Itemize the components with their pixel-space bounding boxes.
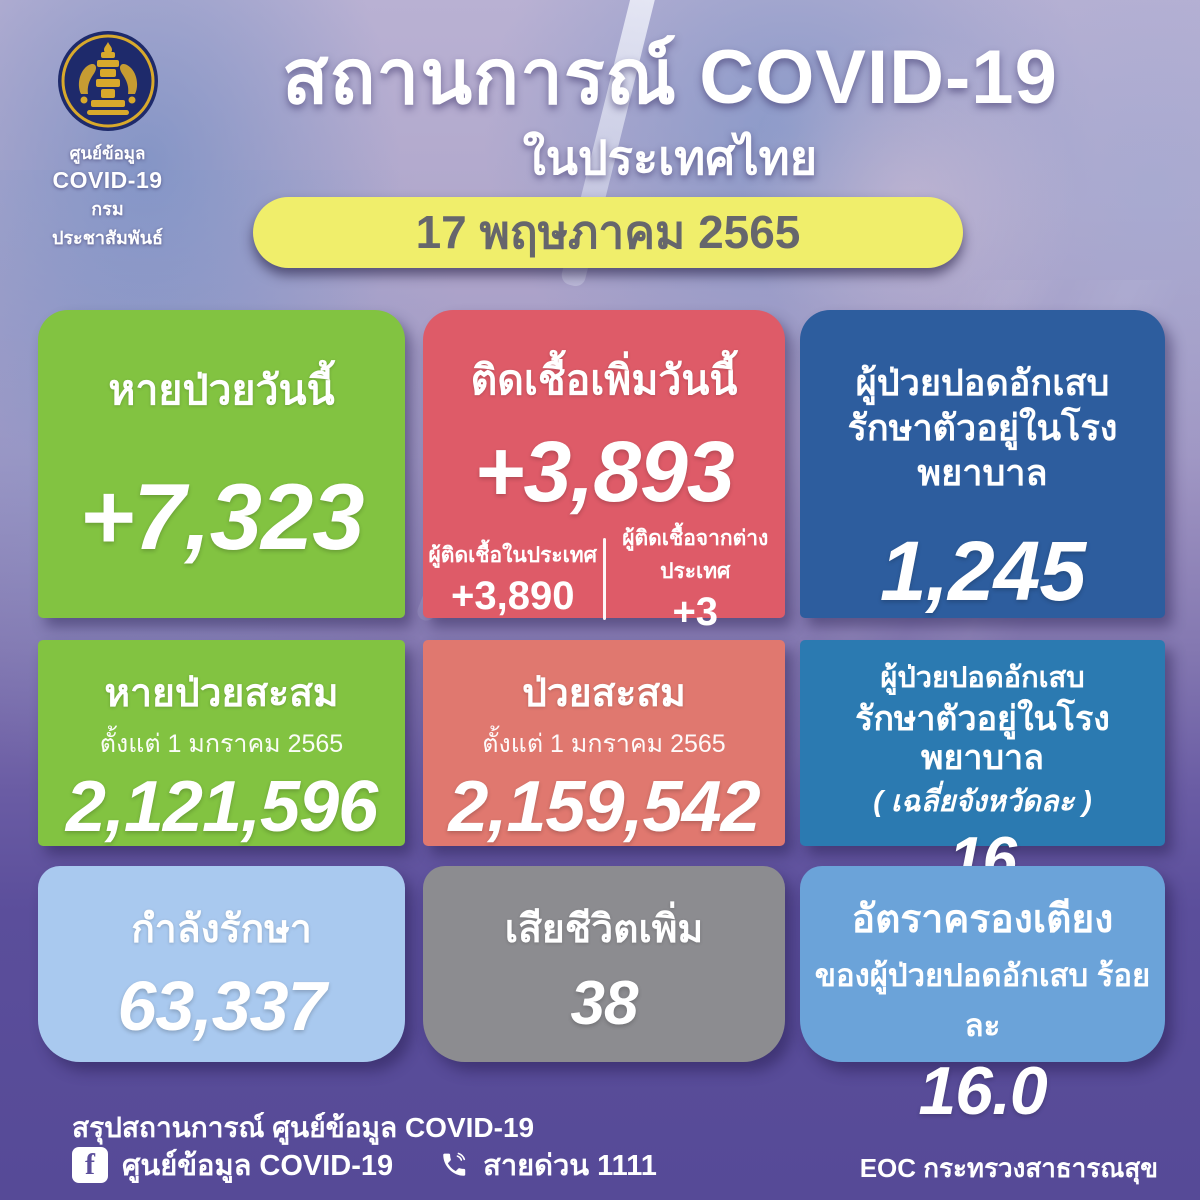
- domestic-cases-value: +3,890: [451, 573, 575, 618]
- domestic-cases-label: ผู้ติดเชื้อในประเทศ: [428, 543, 597, 567]
- card-pneumonia-avg-province: ผู้ป่วยปอดอักเสบ รักษาตัวอยู่ในโรงพยาบาล…: [800, 640, 1165, 894]
- card-sublabel: ตั้งแต่ 1 มกราคม 2565: [482, 730, 726, 758]
- vertical-divider: [602, 537, 606, 620]
- page-title: สถานการณ์ COVID-19: [282, 35, 1058, 120]
- card-recovered-today: หายป่วยวันนี้ +7,323: [38, 310, 405, 618]
- phone-icon: [443, 1152, 466, 1176]
- card-new-cases-today: ติดเชื้อเพิ่มวันนี้ +3,893 ผู้ติดเชื้อใน…: [423, 310, 785, 634]
- hotline-label: สายด่วน 1111: [483, 1150, 657, 1182]
- footer-eoc-credit: EOC กระทรวงสาธารณสุข: [859, 1153, 1158, 1183]
- card-label-line1: ผู้ป่วยปอดอักเสบ: [855, 362, 1110, 403]
- prd-emblem-icon: [57, 30, 159, 132]
- card-value: 63,337: [117, 967, 326, 1045]
- imported-cases-label: ผู้ติดเชื้อจากต่างประเทศ: [622, 527, 769, 583]
- card-value: 16.0: [918, 1053, 1047, 1129]
- page-subtitle: ในประเทศไทย: [522, 130, 818, 184]
- card-label-line3: ( เฉลี่ยจังหวัดละ ): [873, 786, 1092, 819]
- facebook-page-label: ศูนย์ข้อมูล COVID-19: [122, 1150, 394, 1182]
- logo-caption-line1: ศูนย์ข้อมูล: [69, 144, 146, 163]
- card-label: ป่วยสะสม: [522, 672, 686, 715]
- card-label-line2: ของผู้ป่วยปอดอักเสบ ร้อยละ: [814, 958, 1151, 1043]
- card-label-line1: ผู้ป่วยปอดอักเสบ: [880, 662, 1085, 694]
- agency-logo-block: ศูนย์ข้อมูล COVID-19 กรมประชาสัมพันธ์: [40, 30, 175, 252]
- card-sublabel: ตั้งแต่ 1 มกราคม 2565: [99, 730, 344, 758]
- card-value: 1,245: [879, 524, 1086, 618]
- card-label-line2: รักษาตัวอยู่ในโรงพยาบาล: [847, 407, 1118, 493]
- card-recovered-cumulative: หายป่วยสะสม ตั้งแต่ 1 มกราคม 2565 2,121,…: [38, 640, 405, 847]
- footer-contacts: f ศูนย์ข้อมูล COVID-19 สายด่วน 1111: [72, 1142, 657, 1188]
- card-label-group: ผู้ป่วยปอดอักเสบ รักษาตัวอยู่ในโรงพยาบาล: [800, 360, 1165, 495]
- footer-summary-text: สรุปสถานการณ์ ศูนย์ข้อมูล COVID-19: [72, 1112, 535, 1143]
- logo-caption-line2: COVID-19: [52, 167, 163, 193]
- card-label: กำลังรักษา: [131, 908, 312, 951]
- card-value: +3,893: [474, 424, 734, 520]
- card-label-line2: รักษาตัวอยู่ในโรงพยาบาล: [855, 700, 1110, 778]
- imported-cases: ผู้ติดเชื้อจากต่างประเทศ +3: [606, 522, 786, 635]
- card-value: 38: [570, 969, 639, 1038]
- domestic-cases: ผู้ติดเชื้อในประเทศ +3,890: [423, 539, 603, 619]
- date-banner: 17 พฤษภาคม 2565: [253, 197, 963, 268]
- card-bed-occupancy: อัตราครองเตียง ของผู้ป่วยปอดอักเสบ ร้อยล…: [800, 866, 1165, 1129]
- card-value: +7,323: [79, 464, 364, 569]
- card-in-treatment: กำลังรักษา 63,337: [38, 866, 405, 1062]
- card-new-deaths: เสียชีวิตเพิ่ม 38: [423, 866, 785, 1062]
- facebook-icon: f: [72, 1147, 108, 1183]
- card-label: หายป่วยสะสม: [104, 672, 339, 715]
- card-value: 2,159,542: [448, 767, 760, 847]
- card-label: หายป่วยวันนี้: [108, 367, 335, 413]
- header-block: สถานการณ์ COVID-19 ในประเทศไทย: [180, 38, 1160, 195]
- logo-caption-line3: กรมประชาสัมพันธ์: [51, 199, 164, 248]
- card-label-line1: อัตราครองเตียง: [851, 898, 1114, 941]
- card-label: ติดเชื้อเพิ่มวันนี้: [470, 357, 738, 403]
- imported-cases-value: +3: [672, 590, 719, 634]
- card-pneumonia-hospitalized: ผู้ป่วยปอดอักเสบ รักษาตัวอยู่ในโรงพยาบาล…: [800, 310, 1165, 618]
- card-cases-cumulative: ป่วยสะสม ตั้งแต่ 1 มกราคม 2565 2,159,542: [423, 640, 785, 847]
- card-label: เสียชีวิตเพิ่ม: [504, 908, 704, 951]
- cases-breakdown: ผู้ติดเชื้อในประเทศ +3,890 ผู้ติดเชื้อจา…: [423, 522, 785, 635]
- card-value: 2,121,596: [65, 767, 378, 847]
